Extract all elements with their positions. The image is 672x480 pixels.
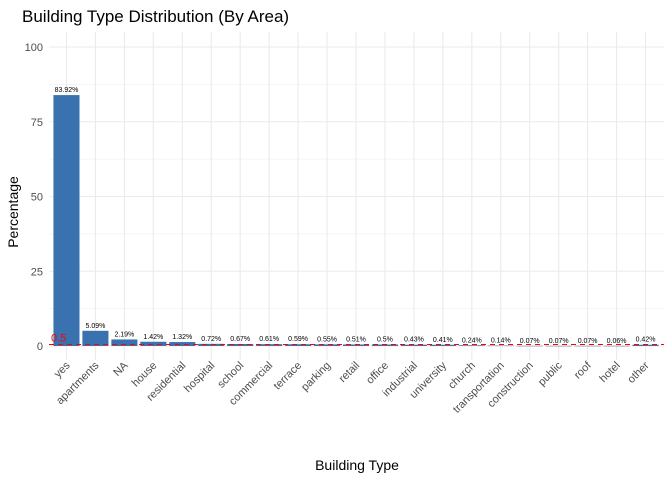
data-label: 0.55% xyxy=(317,336,337,343)
reference-line-label: 0.5 xyxy=(51,333,66,345)
y-axis-ticks: 0 25 50 75 100 xyxy=(25,42,43,353)
bar-roof xyxy=(574,345,601,347)
x-axis-title: Building Type xyxy=(315,457,399,473)
y-tick-label: 75 xyxy=(31,117,43,129)
data-label: 0.67% xyxy=(230,336,250,343)
data-label: 0.24% xyxy=(462,337,482,344)
x-tick-label: other xyxy=(625,359,651,385)
bar-office xyxy=(371,344,398,346)
bar-na xyxy=(111,339,138,346)
bar-industrial xyxy=(400,344,427,346)
data-label: 0.5% xyxy=(377,337,393,344)
bar-hotel xyxy=(603,345,630,347)
bar-transportation xyxy=(487,345,514,347)
bar-yes xyxy=(53,95,80,347)
x-tick-label: yes xyxy=(52,359,73,380)
data-label: 0.42% xyxy=(636,337,656,344)
y-tick-label: 100 xyxy=(25,42,43,54)
x-tick-label: terrace xyxy=(272,360,305,393)
y-axis-title: Percentage xyxy=(5,176,21,248)
chart-title: Building Type Distribution (By Area) xyxy=(22,7,289,26)
data-label: 0.06% xyxy=(607,338,627,345)
data-label: 0.51% xyxy=(346,336,366,343)
reference-line-group: 0.5 xyxy=(49,333,664,346)
data-label: 0.07% xyxy=(549,338,569,345)
y-tick-label: 25 xyxy=(31,266,43,278)
data-label: 1.32% xyxy=(172,334,192,341)
data-label: 0.07% xyxy=(578,338,598,345)
bar-construction xyxy=(516,345,543,347)
data-label: 1.42% xyxy=(143,334,163,341)
data-label: 0.59% xyxy=(288,336,308,343)
bar-parking xyxy=(314,344,341,346)
bar-church xyxy=(458,345,485,346)
y-tick-label: 50 xyxy=(31,192,43,204)
x-tick-label: parking xyxy=(299,360,333,394)
y-tick-label: 0 xyxy=(37,341,43,353)
data-labels: 83.92% 5.09% 2.19% 1.42% 1.32% 0.72% 0.67% 0.61… xyxy=(55,87,656,345)
bar-apartments xyxy=(82,330,109,346)
data-label: 0.72% xyxy=(201,336,221,343)
x-tick-label: hotel xyxy=(597,360,622,385)
data-label: 0.07% xyxy=(520,338,540,345)
data-label: 0.41% xyxy=(433,337,453,344)
bar-other xyxy=(632,344,659,346)
x-tick-label: hospital xyxy=(182,360,217,395)
bar-retail xyxy=(342,344,370,346)
data-label: 2.19% xyxy=(114,331,134,338)
bar-commercial xyxy=(256,344,283,346)
bar-residential xyxy=(169,342,196,346)
x-tick-label: roof xyxy=(572,359,595,382)
bar-terrace xyxy=(285,344,312,346)
x-tick-label: office xyxy=(364,360,391,387)
data-label: 0.43% xyxy=(404,337,424,344)
x-tick-label: public xyxy=(536,359,565,388)
data-label: 5.09% xyxy=(85,323,105,330)
x-tick-label: NA xyxy=(111,359,131,379)
bar-university xyxy=(429,344,456,346)
bar-house xyxy=(140,341,167,346)
data-label: 83.92% xyxy=(55,87,79,94)
bar-public xyxy=(545,345,572,347)
data-label: 0.14% xyxy=(491,338,511,345)
x-tick-label: retail xyxy=(337,360,362,385)
grid xyxy=(49,32,664,360)
data-label: 0.61% xyxy=(259,336,279,343)
bars xyxy=(53,95,659,347)
